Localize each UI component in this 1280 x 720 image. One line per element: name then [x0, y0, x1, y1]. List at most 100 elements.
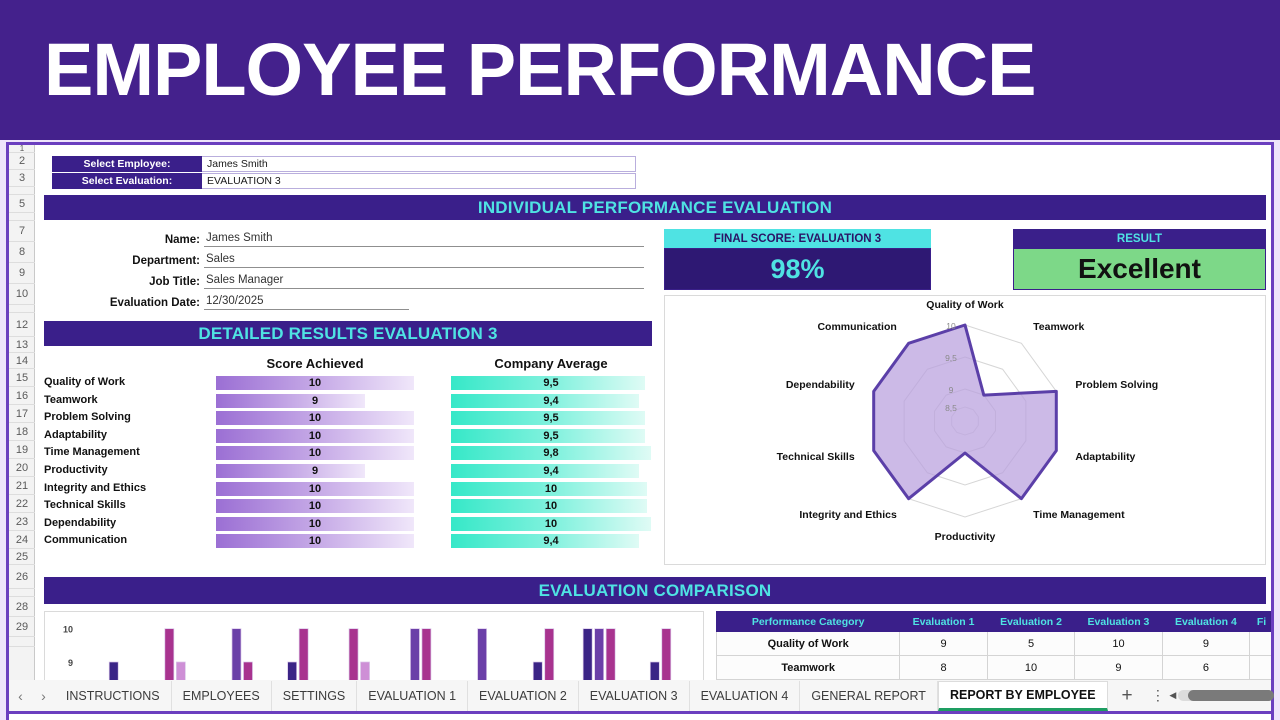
scrollbar-thumb[interactable]	[1188, 690, 1275, 701]
scroll-left-icon[interactable]: ◀	[1169, 690, 1177, 700]
table-row: Quality of Work 9 5 10 9	[715, 631, 1271, 656]
row-header[interactable]: 1	[9, 145, 35, 153]
sheet-tab-report-by-employee[interactable]: REPORT BY EMPLOYEE	[937, 680, 1108, 711]
row-header[interactable]: 12	[9, 313, 35, 337]
score-achieved-value: 10	[308, 377, 322, 389]
row-header[interactable]: 29	[9, 617, 35, 637]
company-average-bar: 10	[451, 499, 651, 514]
select-evaluation-row[interactable]: Select Evaluation: EVALUATION 3	[52, 173, 636, 189]
bar-chart-bar	[231, 628, 242, 684]
add-sheet-button[interactable]: +	[1121, 684, 1133, 706]
final-score-value: 98%	[664, 248, 931, 290]
select-employee-row[interactable]: Select Employee: James Smith	[52, 156, 636, 172]
company-average-value: 10	[544, 482, 558, 495]
row-header[interactable]: 25	[9, 549, 35, 565]
bar-fill	[216, 428, 414, 443]
bar-fill	[451, 464, 639, 478]
score-achieved-bar: 10	[216, 428, 414, 443]
score-achieved-bar: 9	[216, 464, 414, 478]
row-header[interactable]: 9	[9, 263, 35, 284]
row-header[interactable]: 10	[9, 284, 35, 305]
row-header[interactable]: 7	[9, 221, 35, 242]
row-header[interactable]	[9, 589, 35, 597]
row-header[interactable]: 2	[9, 153, 35, 170]
bar-chart-bar	[605, 628, 616, 684]
row-header[interactable]	[9, 187, 35, 195]
info-row-department: Department: Sales	[44, 247, 644, 268]
row-header-gutter[interactable]: 1 2 3 5 7 8 9 10 12 13 14 15 16 17 18 19 20 21 22 23 24 25 26 2…	[9, 145, 35, 685]
row-header[interactable]	[9, 213, 35, 221]
row-header[interactable]: 17	[9, 405, 35, 423]
sheet-tab-bar[interactable]: ‹ › INSTRUCTIONS EMPLOYEES SETTINGS EVALUAT…	[6, 680, 1275, 714]
sheet-menu-button[interactable]: ⋮	[1150, 687, 1165, 703]
comparison-column-header[interactable]: Evaluation 1	[899, 611, 988, 632]
row-header[interactable]: 26	[9, 565, 35, 589]
sheet-tab-instructions[interactable]: INSTRUCTIONS	[55, 680, 172, 711]
radar-chart: 10 9,5 9 8,5 Quality of Work Teamwork Problem …	[777, 299, 1159, 543]
sheet-tab-evaluation-2[interactable]: EVALUATION 2	[468, 680, 579, 711]
bar-fill	[216, 464, 365, 478]
detail-row-category: Integrity and Ethics	[44, 481, 147, 494]
radar-tick-label: 10	[946, 321, 956, 331]
horizontal-scrollbar[interactable]	[1178, 690, 1275, 701]
detail-row: Productivity 9 9,4	[36, 462, 656, 480]
radar-axis-label: Teamwork	[1033, 321, 1084, 333]
row-header[interactable]: 22	[9, 495, 35, 513]
row-header[interactable]: 8	[9, 242, 35, 263]
chevron-right-icon[interactable]: ›	[41, 687, 46, 704]
comparison-column-header[interactable]: Fi	[1249, 611, 1271, 632]
comparison-value-cell: 9	[899, 631, 988, 656]
detail-row-category: Dependability	[44, 516, 117, 529]
company-average-bar: 9,5	[451, 411, 651, 426]
bar-fill	[451, 534, 639, 549]
row-header[interactable]: 3	[9, 170, 35, 187]
row-header[interactable]: 13	[9, 337, 35, 353]
bar-fill	[216, 411, 414, 426]
bar-chart-ytick: 10	[63, 625, 73, 635]
info-row-name: Name: James Smith	[44, 226, 644, 247]
section-detailed-label: DETAILED RESULTS EVALUATION 3	[198, 323, 498, 343]
comparison-column-header[interactable]: Evaluation 4	[1161, 611, 1251, 632]
select-evaluation-input[interactable]: EVALUATION 3	[202, 173, 636, 189]
company-average-value: 9,5	[543, 429, 559, 442]
row-header[interactable]: 19	[9, 441, 35, 459]
radar-axis-label: Communication	[817, 321, 896, 333]
sheet-tab-settings[interactable]: SETTINGS	[272, 680, 358, 711]
row-header[interactable]: 21	[9, 477, 35, 495]
comparison-column-header[interactable]: Evaluation 3	[1074, 611, 1163, 632]
select-employee-input[interactable]: James Smith	[202, 156, 636, 172]
sheet-tab-employees[interactable]: EMPLOYEES	[172, 680, 272, 711]
row-header[interactable]: 28	[9, 597, 35, 617]
company-average-bar: 9,4	[451, 393, 651, 408]
section-comparison-label: EVALUATION COMPARISON	[538, 580, 772, 600]
row-header[interactable]: 5	[9, 195, 35, 213]
row-header[interactable]: 20	[9, 459, 35, 477]
sheet-tab-evaluation-1[interactable]: EVALUATION 1	[357, 680, 469, 711]
row-header[interactable]	[9, 637, 35, 647]
row-header[interactable]: 14	[9, 353, 35, 369]
row-header[interactable]	[9, 305, 35, 313]
radar-series-polygon	[872, 323, 1058, 501]
row-header[interactable]: 23	[9, 513, 35, 531]
row-header[interactable]: 18	[9, 423, 35, 441]
sheet-tab-general-report[interactable]: GENERAL REPORT	[800, 680, 938, 711]
row-header[interactable]: 15	[9, 369, 35, 387]
row-header[interactable]: 24	[9, 531, 35, 549]
sheet-tab-evaluation-4[interactable]: EVALUATION 4	[690, 680, 801, 711]
comparison-column-header[interactable]: Performance Category	[715, 611, 901, 632]
bar-chart-bar	[298, 628, 309, 684]
info-row-job-title: Job Title: Sales Manager	[44, 268, 644, 289]
chevron-left-icon[interactable]: ‹	[18, 687, 23, 704]
detail-row-category: Problem Solving	[44, 411, 131, 424]
section-detailed-results: DETAILED RESULTS EVALUATION 3	[44, 321, 652, 346]
detail-row-category: Adaptability	[44, 428, 107, 441]
score-achieved-value: 10	[308, 447, 322, 460]
result-card: RESULT Excellent	[1013, 229, 1266, 290]
row-header[interactable]: 16	[9, 387, 35, 405]
score-achieved-value: 10	[308, 500, 322, 513]
bar-chart-bar	[164, 628, 175, 684]
sheet-frame: 1 2 3 5 7 8 9 10 12 13 14 15 16 17 18 19 20 21 22 23 24 25 26 2…	[6, 142, 1274, 720]
sheet-tab-evaluation-3[interactable]: EVALUATION 3	[579, 680, 690, 711]
comparison-column-header[interactable]: Evaluation 2	[986, 611, 1076, 632]
info-row-evaluation-date: Evaluation Date: 12/30/2025	[44, 289, 409, 310]
